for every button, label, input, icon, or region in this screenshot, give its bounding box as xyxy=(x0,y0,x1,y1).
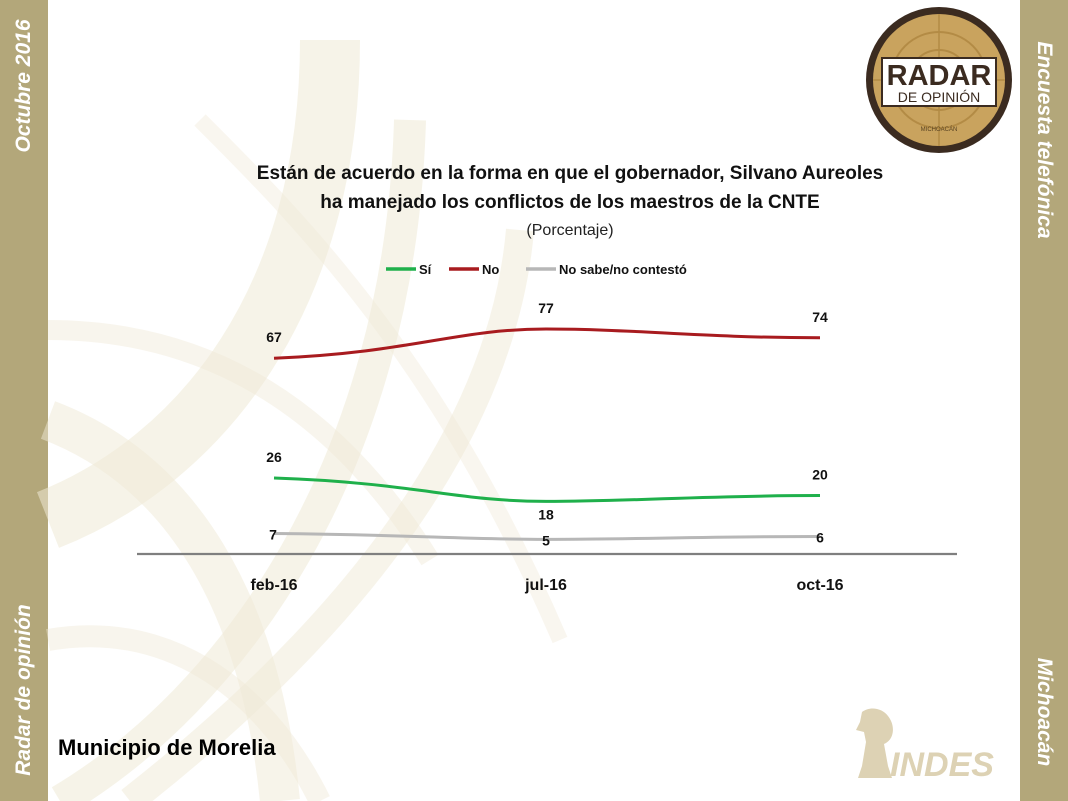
right-sidebar xyxy=(1020,0,1068,801)
series-line xyxy=(273,476,821,503)
logo-text-opinion: DE OPINIÓN xyxy=(898,89,980,105)
municipality-label: Municipio de Morelia xyxy=(58,735,276,760)
data-label: 77 xyxy=(538,300,554,316)
legend-label: Sí xyxy=(419,262,432,277)
data-label: 6 xyxy=(816,529,824,545)
data-label: 5 xyxy=(542,532,550,548)
data-label: 7 xyxy=(269,527,277,543)
chart-title-line1: Están de acuerdo en la forma en que el g… xyxy=(256,163,884,184)
data-label: 26 xyxy=(266,449,282,465)
data-label: 18 xyxy=(538,506,554,522)
logo-text-radar: RADAR xyxy=(887,60,992,92)
logo-text-michoacan: MICHOACÁN xyxy=(921,126,958,133)
legend-label: No xyxy=(482,262,499,277)
x-tick-label: feb-16 xyxy=(250,577,297,594)
left-sidebar xyxy=(0,0,48,801)
x-tick-label: jul-16 xyxy=(524,577,567,594)
series-line xyxy=(273,327,821,360)
data-label: 74 xyxy=(812,309,828,325)
data-label: 20 xyxy=(812,467,828,483)
data-label: 67 xyxy=(266,329,282,345)
series-line xyxy=(273,532,821,541)
indes-logo: INDES xyxy=(856,708,994,782)
indes-logo-text: INDES xyxy=(890,746,994,782)
x-tick-label: oct-16 xyxy=(796,577,843,594)
radar-opinion-logo: RADAR DE OPINIÓN MICHOACÁN xyxy=(866,7,1012,153)
legend-label: No sabe/no contestó xyxy=(559,262,687,277)
chart-title-line2: ha manejado los conflictos de los maestr… xyxy=(320,192,820,213)
chart-subtitle: (Porcentaje) xyxy=(526,222,614,239)
